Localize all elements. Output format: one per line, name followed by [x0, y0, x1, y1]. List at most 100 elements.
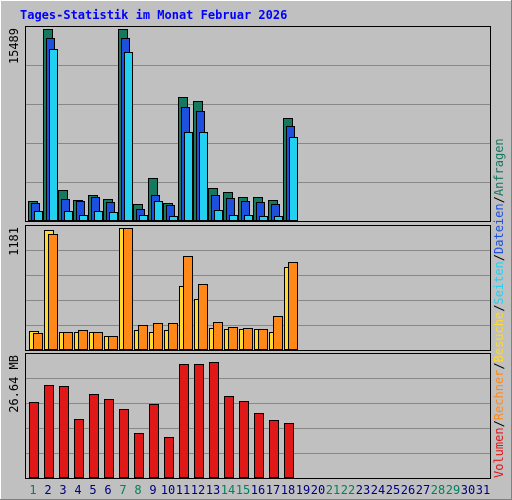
bar-rechner-day-9: [153, 323, 163, 350]
bar-seiten-day-15: [244, 215, 253, 221]
bar-volumen-day-17: [269, 420, 279, 478]
bar-seiten-day-7: [124, 52, 133, 221]
bar-rechner-day-14: [228, 327, 238, 350]
legend-entry: Besuche: [492, 312, 506, 363]
bar-rechner-day-7: [123, 228, 133, 350]
bar-rechner-day-2: [48, 234, 58, 350]
legend-entry: Dateien: [492, 203, 506, 254]
bar-volumen-day-12: [194, 364, 204, 478]
x-tick-label: 12: [191, 483, 205, 497]
x-tick-label: 2: [44, 483, 51, 497]
bar-volumen-day-15: [239, 401, 249, 478]
x-tick-label: 14: [221, 483, 235, 497]
bar-volumen-day-10: [164, 437, 174, 478]
panel-requests: 15489: [7, 26, 491, 222]
bar-rechner-day-15: [243, 328, 253, 350]
x-tick-label: 19: [296, 483, 310, 497]
bar-seiten-day-8: [139, 215, 148, 221]
bar-volumen-day-18: [284, 423, 294, 478]
bar-seiten-day-6: [109, 212, 118, 221]
bar-rechner-day-13: [213, 322, 223, 350]
x-tick-label: 3: [59, 483, 66, 497]
bar-volumen-day-2: [44, 385, 54, 478]
bar-seiten-day-16: [259, 216, 268, 221]
max-label-requests: 15489: [7, 28, 21, 64]
bar-rechner-day-8: [138, 325, 148, 350]
x-tick-label: 6: [104, 483, 111, 497]
x-tick-label: 26: [401, 483, 415, 497]
bar-seiten-day-2: [49, 49, 58, 221]
x-tick-label: 28: [431, 483, 445, 497]
legend-entry: /: [492, 196, 506, 203]
chart-title: Tages-Statistik im Monat Februar 2026: [20, 8, 287, 22]
x-tick-label: 4: [74, 483, 81, 497]
max-label-visits: 1181: [7, 227, 21, 256]
bar-seiten-day-11: [184, 132, 193, 221]
bar-seiten-day-5: [94, 211, 103, 221]
panel-visits: 1181: [7, 225, 491, 351]
panels-group: 15489 1181 26.64 MB: [7, 26, 491, 479]
x-tick-label: 24: [371, 483, 385, 497]
bar-rechner-day-6: [108, 336, 118, 350]
x-tick-label: 21: [326, 483, 340, 497]
legend-entry: /: [492, 420, 506, 427]
x-tick-label: 20: [311, 483, 325, 497]
x-tick-label: 15: [236, 483, 250, 497]
bar-seiten-day-17: [274, 216, 283, 221]
bar-seiten-day-18: [289, 137, 298, 221]
x-tick-label: 30: [461, 483, 475, 497]
x-tick-label: 27: [416, 483, 430, 497]
bar-volumen-day-13: [209, 362, 219, 478]
bar-volumen-day-3: [59, 386, 69, 478]
legend-entry: /: [492, 305, 506, 312]
max-label-volume: 26.64 MB: [7, 355, 21, 413]
x-tick-label: 11: [176, 483, 190, 497]
bar-volumen-day-1: [29, 402, 39, 478]
x-tick-label: 18: [281, 483, 295, 497]
x-tick-label: 5: [89, 483, 96, 497]
bar-rechner-day-17: [273, 316, 283, 350]
bar-rechner-day-5: [93, 332, 103, 350]
legend-entry: Rechner: [492, 370, 506, 421]
x-tick-label: 7: [119, 483, 126, 497]
x-tick-label: 1: [29, 483, 36, 497]
panel-volume: 26.64 MB: [7, 353, 491, 479]
bar-seiten-day-13: [214, 210, 223, 221]
bar-rechner-day-12: [198, 284, 208, 350]
bar-volumen-day-11: [179, 364, 189, 478]
x-axis-labels: 1 2 3 4 5 6 7 8 9 10 11 12 13 14 15 16 17 18 19 20 21 22 23 24 2…: [29, 483, 490, 497]
bar-volumen-day-4: [74, 419, 84, 478]
x-tick-label: 31: [476, 483, 490, 497]
bar-rechner-day-18: [288, 262, 298, 350]
bar-seiten-day-3: [64, 211, 73, 221]
x-tick-label: 8: [134, 483, 141, 497]
bar-seiten-day-9: [154, 201, 163, 221]
bar-seiten-day-4: [79, 215, 88, 221]
bar-rechner-day-3: [63, 332, 73, 350]
bar-seiten-day-1: [34, 211, 43, 221]
x-tick-label: 10: [161, 483, 175, 497]
legend-entry: /: [492, 362, 506, 369]
bar-rechner-day-10: [168, 323, 178, 350]
bar-volumen-day-5: [89, 394, 99, 478]
x-tick-label: 25: [386, 483, 400, 497]
legend-entry: /: [492, 254, 506, 261]
x-tick-label: 17: [266, 483, 280, 497]
x-tick-label: 29: [446, 483, 460, 497]
bar-rechner-day-4: [78, 330, 88, 350]
bar-seiten-day-10: [169, 216, 178, 221]
bar-seiten-day-14: [229, 215, 238, 221]
bar-volumen-day-9: [149, 404, 159, 478]
bar-seiten-day-12: [199, 132, 208, 221]
bar-volumen-day-16: [254, 413, 264, 478]
plot-area-requests: [25, 26, 491, 222]
x-tick-label: 22: [341, 483, 355, 497]
bar-rechner-day-16: [258, 329, 268, 350]
bar-volumen-day-8: [134, 433, 144, 478]
legend-entry: Volumen: [492, 427, 506, 478]
bar-volumen-day-7: [119, 409, 129, 478]
bar-volumen-day-14: [224, 396, 234, 478]
legend-entry: Seiten: [492, 261, 506, 304]
legend-entry: Anfragen: [492, 138, 506, 196]
